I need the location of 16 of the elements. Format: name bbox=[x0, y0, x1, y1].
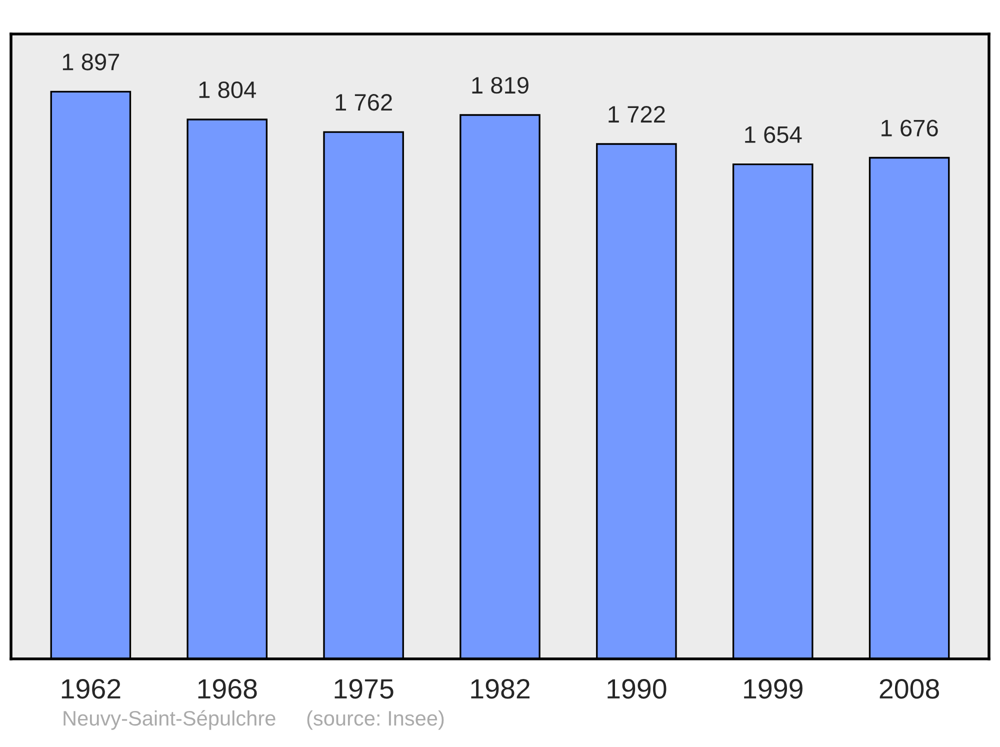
data-label: 1 762 bbox=[336, 94, 392, 111]
x-tick-label: 2008 bbox=[880, 679, 940, 699]
x-tick-label: 1968 bbox=[198, 679, 257, 699]
data-label: 1 722 bbox=[608, 106, 665, 122]
x-tick-label: 1962 bbox=[62, 679, 120, 699]
text: (source: Insee) bbox=[307, 710, 444, 730]
data-label: 1 654 bbox=[745, 126, 802, 144]
data-label: 1 819 bbox=[472, 76, 528, 94]
x-tick-label: 1999 bbox=[744, 679, 802, 699]
data-label: 1 804 bbox=[199, 81, 256, 98]
x-tick-label: 1975 bbox=[334, 679, 394, 699]
data-label: 1 676 bbox=[882, 120, 938, 136]
text: Neuvy-Saint-Sépulchre bbox=[64, 710, 276, 730]
x-tick-label: 1982 bbox=[471, 679, 530, 699]
data-label: 1 897 bbox=[62, 54, 120, 70]
x-tick-label: 1990 bbox=[608, 679, 666, 699]
